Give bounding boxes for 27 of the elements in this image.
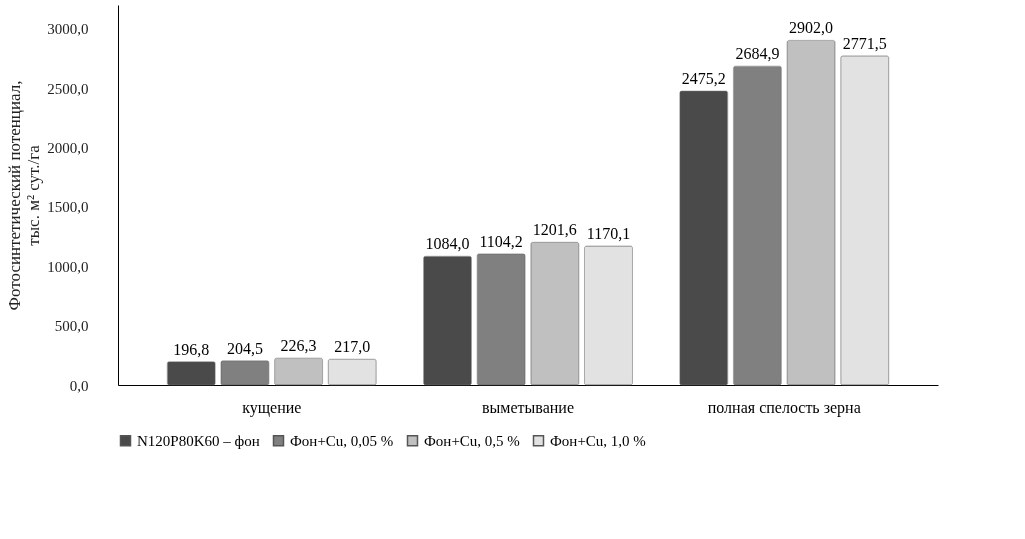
y-tick-label: 2000,0 [47,140,89,156]
data-label: 2475,2 [681,70,726,88]
x-tick-label: выметывание [482,398,574,416]
legend-label: N120P80K60 – фон [137,432,260,449]
y-tick-label: 1500,0 [47,199,89,216]
y-axis-title: Фотосинтетический потенциал, тыс. м² сут./га [5,80,44,311]
data-label: 1104,2 [479,232,523,250]
data-label: 2902,0 [789,19,834,37]
y-tick-label: 2500,0 [47,80,89,97]
data-label: 2771,5 [842,34,887,52]
data-label: 217,0 [334,338,371,356]
y-tick-label: 1000,0 [47,258,89,275]
legend-label: Фон+Cu, 1,0 % [550,432,646,449]
x-tick-label: полная спелость зерна [707,398,861,417]
y-tick-label: 500,0 [54,318,89,335]
data-label: 196,8 [173,340,210,358]
data-label: 1201,6 [532,221,577,239]
legend-label: Фон+Cu, 0,05 % [290,432,394,449]
legend-label: Фон+Cu, 0,5 % [424,432,520,449]
data-label: 204,5 [226,339,263,357]
y-tick-label: 0,0 [69,377,89,394]
data-label: 1084,0 [425,235,470,253]
x-tick-label: кущение [242,398,302,417]
data-label: 2684,9 [735,45,780,63]
data-label: 1170,1 [586,225,631,243]
y-tick-label: 3000,0 [47,21,89,38]
data-label: 226,3 [280,337,317,355]
